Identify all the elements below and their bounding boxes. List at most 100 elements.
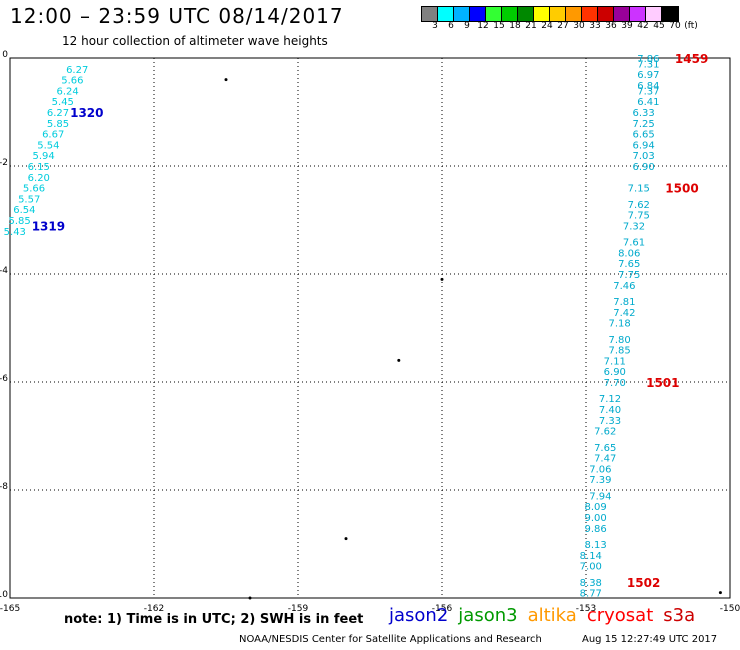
wave-height-label: 6.67 bbox=[42, 130, 64, 141]
wave-height-label: 6.20 bbox=[28, 173, 50, 184]
time-label: 1501 bbox=[646, 376, 679, 390]
x-tick-label: -153 bbox=[576, 604, 596, 614]
island-marker bbox=[397, 358, 401, 362]
wave-height-label: 7.40 bbox=[599, 405, 621, 416]
colorbar-swatch bbox=[646, 7, 662, 21]
satellite-legend: jason2 jason3 altika cryosat s3a bbox=[389, 605, 705, 626]
colorbar-swatch bbox=[470, 7, 486, 21]
y-tick-label: 0 bbox=[2, 50, 8, 60]
wave-height-label: 7.11 bbox=[604, 356, 626, 367]
wave-height-label: 5.94 bbox=[32, 151, 54, 162]
wave-height-label: 7.37 bbox=[637, 86, 659, 97]
wave-height-label: 7.65 bbox=[618, 259, 640, 270]
wave-height-label: 7.06 bbox=[589, 464, 611, 475]
wave-height-label: 7.62 bbox=[628, 200, 650, 211]
island-marker bbox=[224, 78, 228, 82]
y-tick-label: -6 bbox=[0, 374, 8, 384]
wave-height-label: 7.62 bbox=[594, 427, 616, 438]
y-tick-label: -4 bbox=[0, 266, 8, 276]
wave-height-label: 6.41 bbox=[637, 97, 659, 108]
wave-height-label: 8.77 bbox=[580, 589, 602, 600]
footer-timestamp: Aug 15 12:27:49 UTC 2017 bbox=[582, 634, 718, 645]
colorbar-label: 18 bbox=[509, 21, 521, 31]
island-markers bbox=[224, 78, 722, 600]
axes bbox=[9, 57, 731, 599]
wave-height-label: 7.12 bbox=[599, 394, 621, 405]
colorbar-label: 24 bbox=[541, 21, 553, 31]
colorbar-label: 6 bbox=[448, 21, 454, 31]
wave-height-label: 6.90 bbox=[604, 367, 626, 378]
y-tick-label: -2 bbox=[0, 158, 8, 168]
x-tick-label: -156 bbox=[432, 604, 453, 614]
wave-height-label: 7.70 bbox=[604, 378, 626, 389]
wave-height-label: 7.86 bbox=[637, 54, 659, 65]
wave-height-label: 6.84 bbox=[637, 81, 659, 92]
colorbar-label: 70 bbox=[669, 21, 681, 31]
time-label: 1459 bbox=[675, 52, 708, 66]
data-points: 6.275.666.245.456.275.856.675.545.946.15… bbox=[4, 54, 660, 600]
time-label: 1320 bbox=[70, 106, 103, 120]
colorbar-label: 36 bbox=[605, 21, 617, 31]
island-marker bbox=[248, 596, 252, 600]
wave-height-label: 5.66 bbox=[61, 76, 83, 87]
footer-credit: NOAA/NESDIS Center for Satellite Applica… bbox=[239, 634, 542, 645]
wave-height-label: 7.39 bbox=[589, 475, 611, 486]
colorbar-swatch bbox=[438, 7, 454, 21]
colorbar-label: 45 bbox=[653, 21, 665, 31]
footnote: note: 1) Time is in UTC; 2) SWH is in fe… bbox=[64, 612, 364, 627]
wave-height-label: 7.00 bbox=[580, 562, 602, 573]
wave-height-label: 6.27 bbox=[47, 108, 69, 119]
colorbar-swatch bbox=[582, 7, 598, 21]
colorbar bbox=[421, 6, 679, 22]
colorbar-label: 21 bbox=[525, 21, 537, 31]
colorbar-swatch bbox=[662, 7, 678, 21]
wave-height-label: 7.32 bbox=[623, 221, 645, 232]
colorbar-swatch bbox=[486, 7, 502, 21]
wave-height-label: 7.85 bbox=[608, 346, 630, 357]
wave-height-label: 5.57 bbox=[18, 194, 40, 205]
time-label: 1319 bbox=[32, 219, 65, 233]
wave-height-label: 9.00 bbox=[584, 513, 606, 524]
wave-height-label: 7.65 bbox=[594, 443, 616, 454]
colorbar-label: 30 bbox=[573, 21, 585, 31]
colorbar-swatch bbox=[614, 7, 630, 21]
wave-height-label: 8.38 bbox=[580, 578, 602, 589]
legend-item: jason2 bbox=[389, 605, 449, 626]
wave-height-label: 7.18 bbox=[608, 319, 630, 330]
wave-height-label: 7.81 bbox=[613, 297, 635, 308]
wave-height-label: 6.94 bbox=[632, 140, 654, 151]
colorbar-swatch bbox=[518, 7, 534, 21]
wave-height-label: 7.42 bbox=[613, 308, 635, 319]
wave-height-label: 7.47 bbox=[594, 454, 616, 465]
wave-height-label: 8.14 bbox=[580, 551, 602, 562]
wave-height-label: 7.03 bbox=[632, 151, 654, 162]
wave-height-label: 6.97 bbox=[637, 70, 659, 81]
colorbar-label: 12 bbox=[477, 21, 489, 31]
wave-height-label: 8.13 bbox=[584, 540, 606, 551]
wave-height-label: 7.15 bbox=[628, 184, 650, 195]
time-label: 1502 bbox=[627, 576, 660, 590]
wave-height-label: 7.31 bbox=[637, 59, 659, 70]
time-labels: 1320 1319 1459 1500 1501 1502 bbox=[32, 52, 709, 590]
colorbar-swatch bbox=[422, 7, 438, 21]
colorbar-label: 9 bbox=[464, 21, 470, 31]
wave-height-label: 7.75 bbox=[618, 270, 640, 281]
colorbar-swatch bbox=[598, 7, 614, 21]
wave-height-label: 5.43 bbox=[4, 227, 26, 238]
wave-height-label: 6.65 bbox=[632, 130, 654, 141]
colorbar-label: 3 bbox=[432, 21, 438, 31]
wave-height-label: 7.46 bbox=[613, 281, 635, 292]
island-marker bbox=[344, 537, 348, 541]
wave-height-label: 5.85 bbox=[8, 216, 30, 227]
x-tick-label: -162 bbox=[144, 604, 164, 614]
tick-labels: -165 -162 -159 -156 -153 -150 0 -2 -4 -6 -8 -10 bbox=[0, 50, 740, 614]
x-tick-label: -165 bbox=[0, 604, 20, 614]
colorbar-label: 42 bbox=[637, 21, 649, 31]
island-marker bbox=[718, 591, 722, 595]
wave-height-label: 7.94 bbox=[589, 491, 611, 502]
legend-item: s3a bbox=[663, 605, 696, 626]
colorbar-label: 33 bbox=[589, 21, 601, 31]
colorbar-swatch bbox=[630, 7, 646, 21]
wave-height-label: 7.33 bbox=[599, 416, 621, 427]
